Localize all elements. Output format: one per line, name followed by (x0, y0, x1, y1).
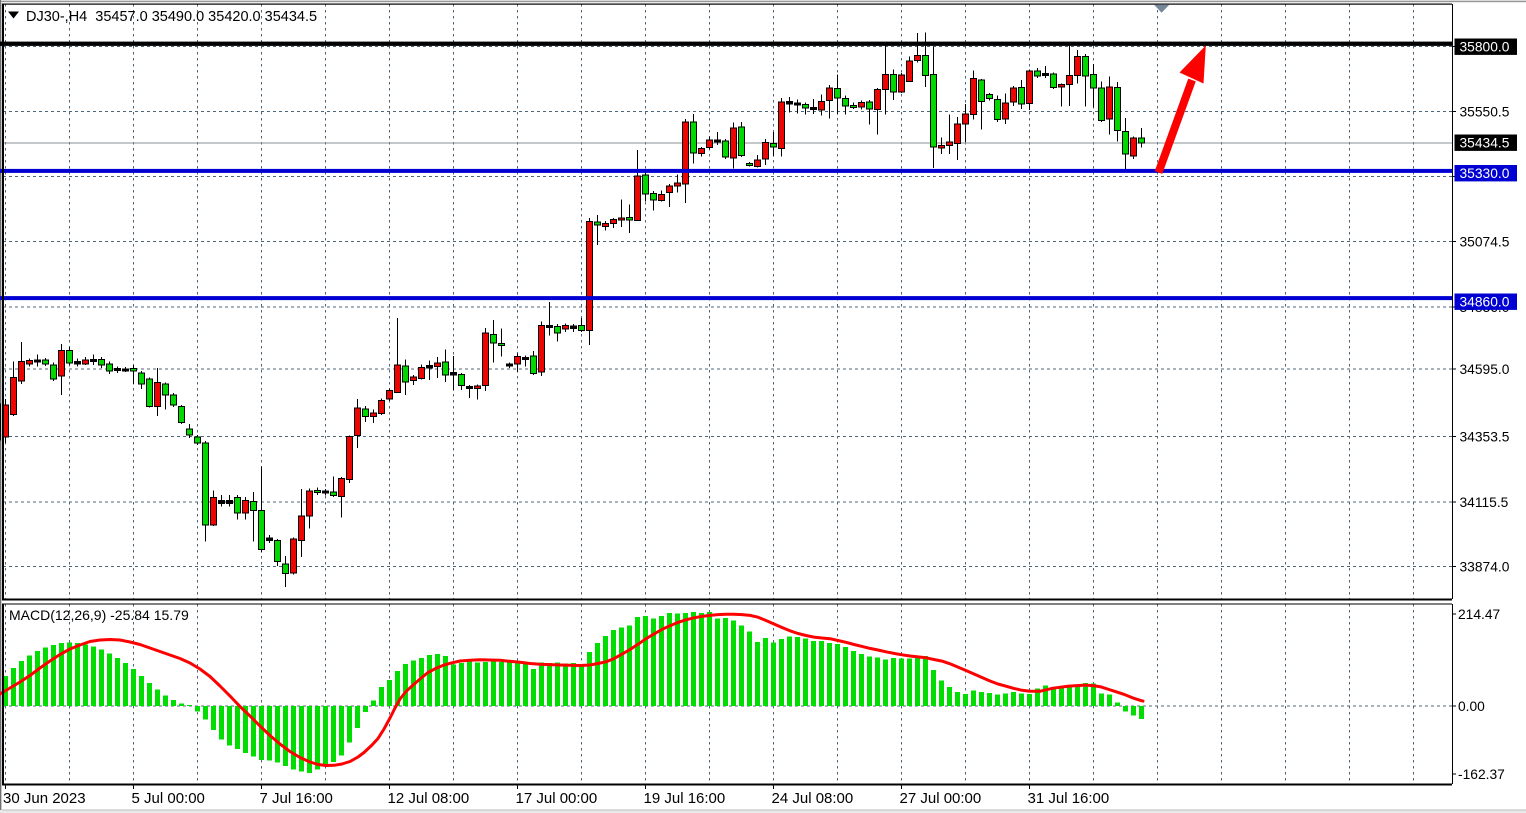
svg-text:35800.0: 35800.0 (1460, 40, 1510, 55)
svg-text:31 Jul 16:00: 31 Jul 16:00 (1028, 790, 1110, 807)
svg-text:DJ30-,H4 35457.0 35490.0 3542: DJ30-,H4 35457.0 35490.0 35420.0 35434.5 (26, 9, 317, 25)
svg-text:24 Jul 08:00: 24 Jul 08:00 (772, 790, 854, 807)
svg-text:35434.5: 35434.5 (1460, 136, 1510, 151)
svg-text:35550.5: 35550.5 (1460, 105, 1510, 120)
svg-text:19 Jul 16:00: 19 Jul 16:00 (644, 790, 726, 807)
svg-text:33874.0: 33874.0 (1460, 559, 1510, 574)
svg-text:214.47: 214.47 (1458, 607, 1500, 622)
svg-text:27 Jul 00:00: 27 Jul 00:00 (900, 790, 982, 807)
svg-text:34860.0: 34860.0 (1460, 295, 1510, 310)
svg-text:7 Jul 16:00: 7 Jul 16:00 (260, 790, 333, 807)
svg-text:0.00: 0.00 (1458, 699, 1485, 714)
svg-text:MACD(12,26,9) -25.84 15.79: MACD(12,26,9) -25.84 15.79 (9, 607, 189, 623)
svg-text:34115.5: 34115.5 (1460, 495, 1509, 510)
svg-text:34353.5: 34353.5 (1460, 430, 1510, 445)
svg-text:12 Jul 08:00: 12 Jul 08:00 (388, 790, 470, 807)
svg-text:30 Jun 2023: 30 Jun 2023 (3, 790, 86, 807)
svg-text:-162.37: -162.37 (1458, 767, 1505, 782)
svg-text:34595.0: 34595.0 (1460, 362, 1510, 377)
svg-text:35074.5: 35074.5 (1460, 235, 1510, 250)
svg-text:35330.0: 35330.0 (1460, 166, 1510, 181)
svg-text:17 Jul 00:00: 17 Jul 00:00 (516, 790, 598, 807)
svg-text:5 Jul 00:00: 5 Jul 00:00 (132, 790, 205, 807)
